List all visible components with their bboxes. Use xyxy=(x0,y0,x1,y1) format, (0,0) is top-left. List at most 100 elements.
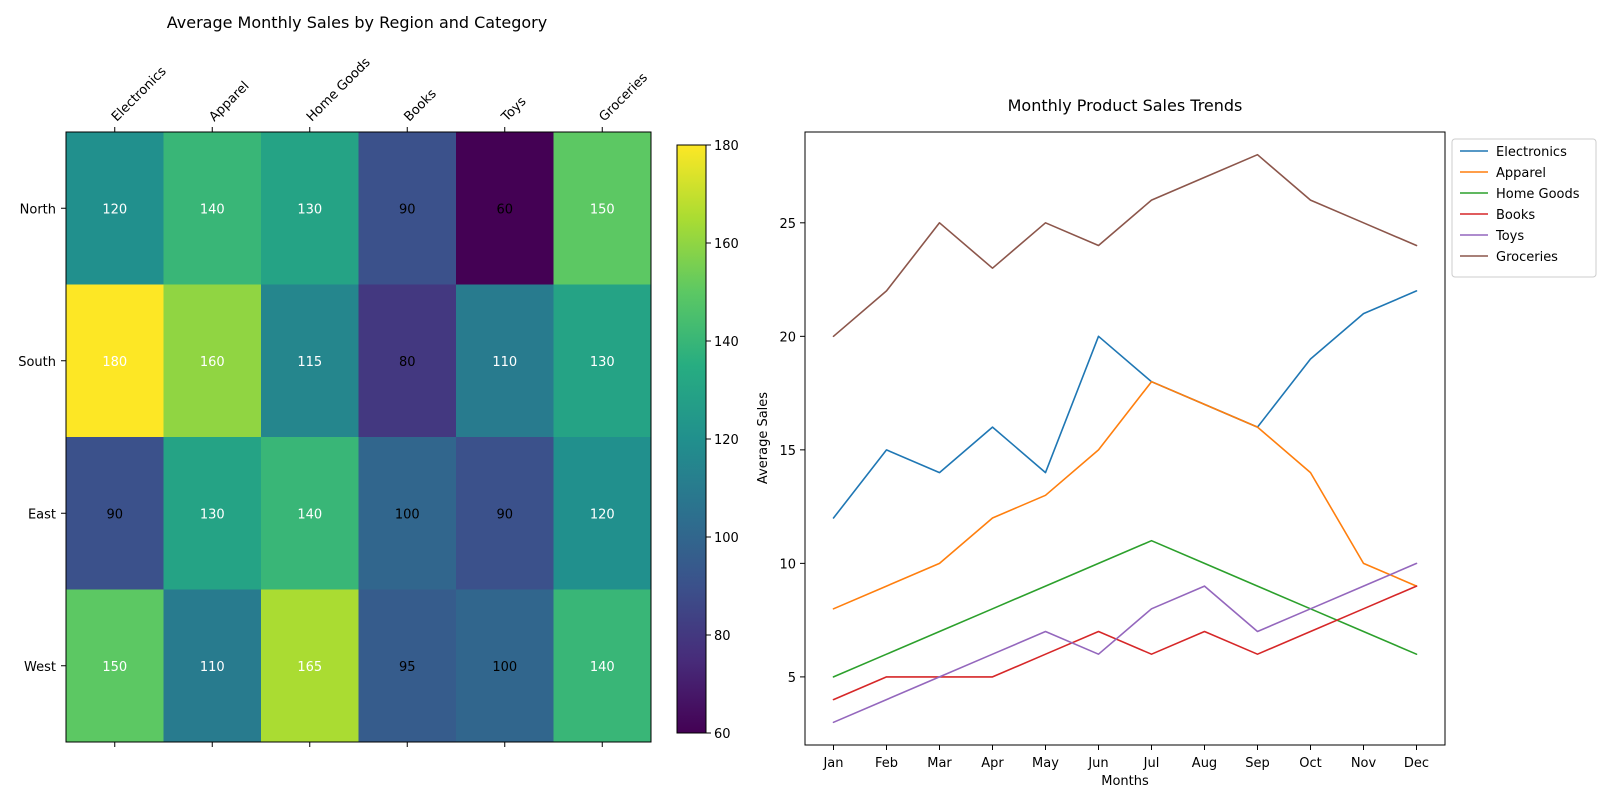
heatmap-title: Average Monthly Sales by Region and Cate… xyxy=(167,13,547,32)
line-chart-series xyxy=(832,153,1418,724)
row-label: West xyxy=(24,660,56,675)
heatmap-cell xyxy=(163,589,262,743)
heatmap-cell xyxy=(66,589,164,743)
heatmap-cell-value: 110 xyxy=(200,660,225,675)
colorbar-tick-label: 80 xyxy=(714,629,731,644)
heatmap-cell xyxy=(553,132,652,285)
column-label: Groceries xyxy=(596,70,651,125)
legend: Electronics Apparel Home Goods Books Toys Gro… xyxy=(1451,138,1597,278)
y-tick-label: 15 xyxy=(779,444,796,459)
heatmap-cell xyxy=(358,284,457,438)
y-axis-label: Average Sales xyxy=(756,392,771,484)
x-tick-label: Dec xyxy=(1404,756,1429,771)
x-tick-label: Mar xyxy=(927,756,952,771)
heatmap-cell-value: 80 xyxy=(399,355,416,370)
row-label: North xyxy=(20,202,56,217)
line-chart-title: Monthly Product Sales Trends xyxy=(1008,96,1243,115)
colorbar-gradient xyxy=(676,144,707,734)
heatmap-row-ticks: North South East West xyxy=(18,202,66,675)
heatmap-cell xyxy=(456,284,554,438)
plot-frame xyxy=(804,131,1446,746)
heatmap-cell-value: 130 xyxy=(200,507,225,522)
legend-label: Home Goods xyxy=(1496,187,1580,202)
row-label: South xyxy=(18,355,56,370)
heatmap-cell xyxy=(261,589,359,743)
y-tick-label: 20 xyxy=(779,330,796,345)
x-tick-label: May xyxy=(1032,756,1059,771)
heatmap-cell-value: 140 xyxy=(590,660,615,675)
colorbar-tick-label: 60 xyxy=(714,727,731,742)
x-tick-label: Aug xyxy=(1192,756,1217,771)
heatmap-cell xyxy=(358,437,457,590)
heatmap-cells: 120 140 130 90 60 150 180 160 115 80 110 130 90 130 14… xyxy=(65,131,652,743)
heatmap-cell xyxy=(553,284,652,438)
heatmap-cell-value: 160 xyxy=(200,355,225,370)
x-tick-label: Feb xyxy=(875,756,898,771)
series-line-toys xyxy=(832,562,1418,724)
colorbar-tick-label: 140 xyxy=(714,335,739,350)
colorbar-tick-label: 120 xyxy=(714,433,739,448)
heatmap-cell-value: 120 xyxy=(102,202,127,217)
x-tick-label: Oct xyxy=(1299,756,1321,771)
heatmap-cell xyxy=(163,284,262,438)
heatmap-cell-value: 90 xyxy=(496,507,513,522)
legend-label: Books xyxy=(1496,208,1535,223)
heatmap-cell xyxy=(163,132,262,285)
x-tick-label: Jan xyxy=(822,756,843,771)
heatmap-chart: Average Monthly Sales by Region and Cate… xyxy=(18,13,739,747)
legend-label: Groceries xyxy=(1496,250,1558,265)
heatmap-cell-value: 165 xyxy=(297,660,322,675)
series-line-groceries xyxy=(832,153,1418,338)
heatmap-cell-value: 95 xyxy=(399,660,416,675)
legend-label: Electronics xyxy=(1496,145,1567,160)
x-axis-label: Months xyxy=(1101,774,1149,789)
row-label: East xyxy=(28,507,56,522)
colorbar: 60 80 100 120 140 160 180 xyxy=(676,139,739,742)
y-tick-label: 10 xyxy=(779,557,796,572)
series-line-books xyxy=(832,585,1418,701)
x-tick-label: Nov xyxy=(1351,756,1377,771)
x-tick-label: Sep xyxy=(1245,756,1270,771)
heatmap-cell xyxy=(358,589,457,743)
heatmap-cell xyxy=(553,437,652,590)
series-line-electronics xyxy=(832,290,1418,519)
column-label: Toys xyxy=(498,94,529,125)
column-label: Home Goods xyxy=(304,55,374,125)
column-label: Electronics xyxy=(109,64,170,125)
heatmap-cell-value: 90 xyxy=(106,507,123,522)
heatmap-cell-value: 140 xyxy=(200,202,225,217)
heatmap-cell xyxy=(261,284,359,438)
heatmap-cell xyxy=(456,132,554,285)
series-line-apparel xyxy=(832,380,1418,610)
heatmap-cell-value: 130 xyxy=(590,355,615,370)
heatmap-cell-value: 60 xyxy=(496,202,513,217)
x-tick-label: Jul xyxy=(1143,756,1160,771)
column-label: Apparel xyxy=(206,79,252,125)
heatmap-cell xyxy=(66,437,164,590)
heatmap-cell-value: 100 xyxy=(395,507,420,522)
heatmap-cell-value: 150 xyxy=(102,660,127,675)
heatmap-frame xyxy=(65,131,652,743)
heatmap-cell-value: 110 xyxy=(492,355,517,370)
heatmap-cell-value: 150 xyxy=(590,202,615,217)
heatmap-cell-value: 90 xyxy=(399,202,416,217)
x-tick-label: Jun xyxy=(1087,756,1108,771)
colorbar-tick-label: 180 xyxy=(714,139,739,154)
x-tick-label: Apr xyxy=(981,756,1004,771)
heatmap-cell-value: 130 xyxy=(297,202,322,217)
heatmap-cell-value: 120 xyxy=(590,507,615,522)
heatmap-cell xyxy=(261,132,359,285)
heatmap-cell xyxy=(66,132,164,285)
y-tick-label: 5 xyxy=(788,671,796,686)
colorbar-tick-label: 100 xyxy=(714,531,739,546)
line-chart: Monthly Product Sales Trends Jan Feb Mar Ap… xyxy=(756,96,1597,789)
heatmap-cell xyxy=(261,437,359,590)
heatmap-cell xyxy=(358,132,457,285)
heatmap-cell-value: 180 xyxy=(102,355,127,370)
y-tick-label: 25 xyxy=(779,217,796,232)
heatmap-cell-value: 100 xyxy=(492,660,517,675)
legend-box xyxy=(1451,138,1597,278)
heatmap-cell xyxy=(456,589,554,743)
legend-label: Toys xyxy=(1495,229,1524,244)
